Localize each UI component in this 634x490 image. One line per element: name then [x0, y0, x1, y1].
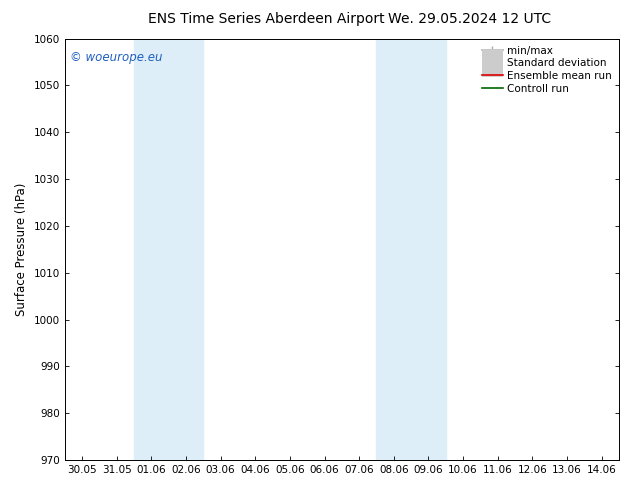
Bar: [377, 39, 446, 460]
Text: © woeurope.eu: © woeurope.eu: [70, 51, 163, 64]
Legend: min/max, Standard deviation, Ensemble mean run, Controll run: min/max, Standard deviation, Ensemble me…: [480, 44, 614, 96]
Bar: [134, 39, 204, 460]
Text: We. 29.05.2024 12 UTC: We. 29.05.2024 12 UTC: [387, 12, 551, 26]
Text: ENS Time Series Aberdeen Airport: ENS Time Series Aberdeen Airport: [148, 12, 385, 26]
Y-axis label: Surface Pressure (hPa): Surface Pressure (hPa): [15, 183, 28, 316]
